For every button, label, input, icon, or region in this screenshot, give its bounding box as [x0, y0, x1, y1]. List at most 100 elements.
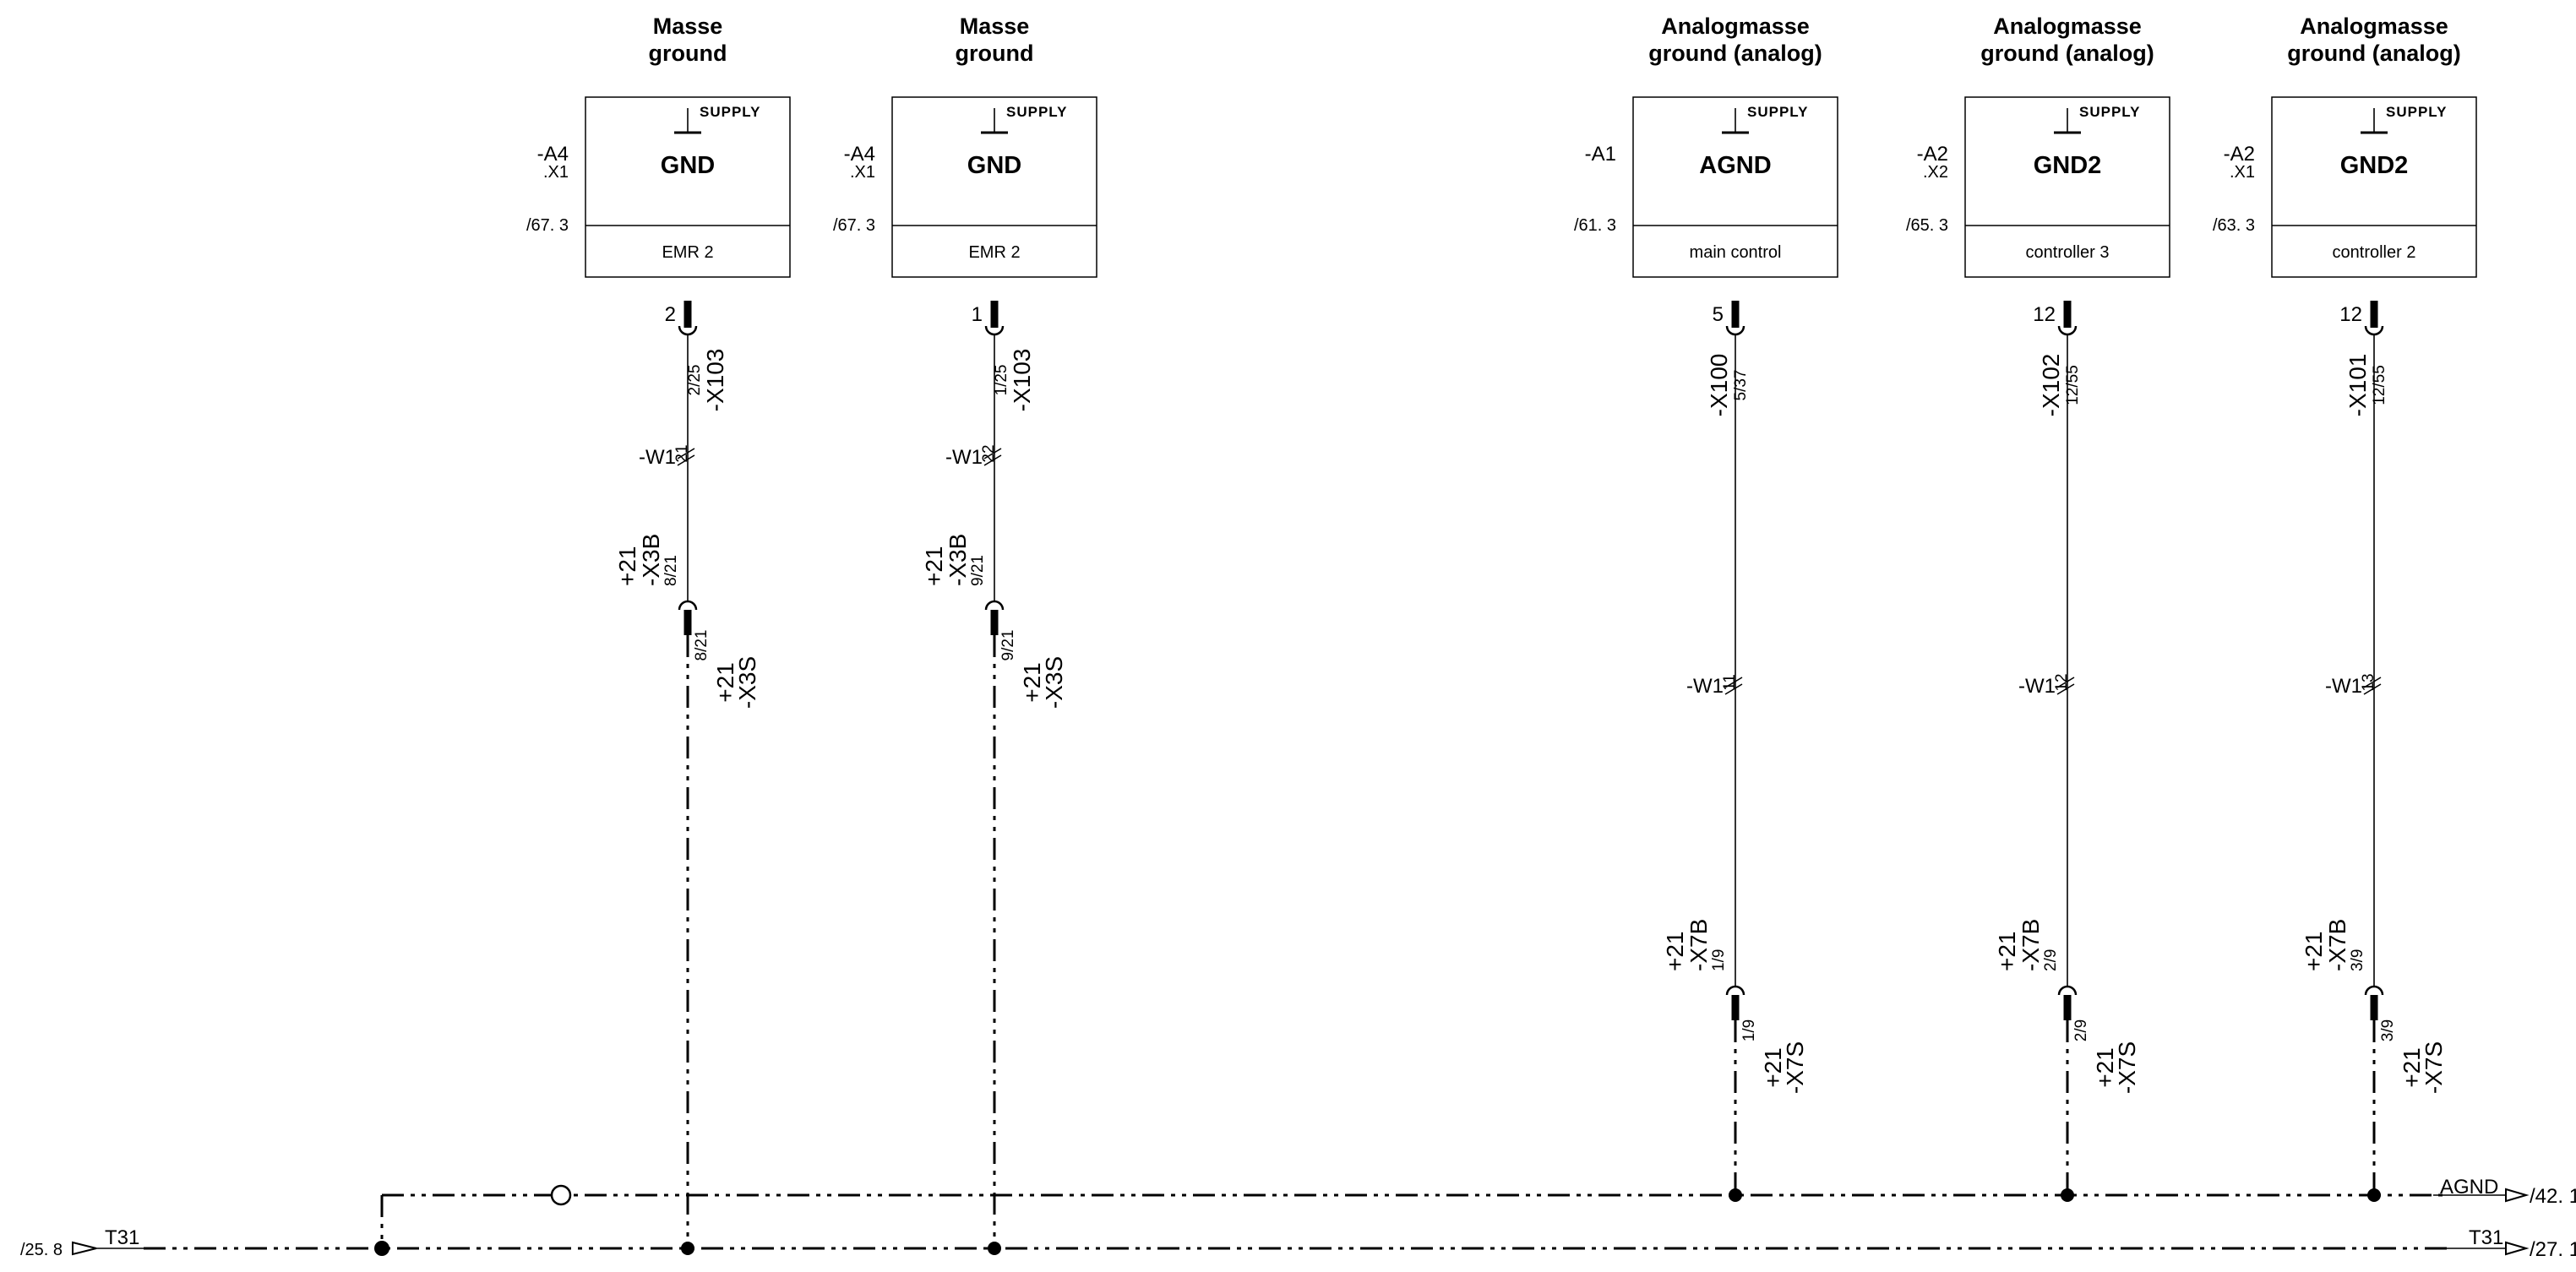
plug-mid-pin: 8/21: [662, 555, 680, 586]
connector-top-name: -X102: [2038, 354, 2064, 417]
plug-low-device: -X3S: [1041, 656, 1067, 709]
connector-top-pin: 12/55: [2371, 365, 2388, 405]
supply-label: SUPPLY: [700, 104, 760, 120]
component-box[interactable]: [1632, 96, 1838, 278]
agnd-out-arrow: [2505, 1188, 2530, 1203]
cable-mark-2: [677, 454, 695, 466]
t31-out-page-ref: /27. 1: [2530, 1238, 2576, 1261]
page-ref: /63. 3: [2213, 216, 2255, 235]
plug-mid-pin: 3/9: [2349, 949, 2366, 971]
device-ref: -A4: [537, 143, 569, 166]
cable-name: -W1: [945, 446, 983, 469]
plug-terminal: [984, 600, 1005, 611]
cable-core-label: 22: [980, 444, 998, 462]
page-ref: /61. 3: [1574, 216, 1616, 235]
plug-low-device: -X7S: [2114, 1041, 2140, 1094]
plug-low-label: 9/21+21-X3S: [999, 630, 1067, 709]
junction-dot-t31-agnd: [374, 1241, 389, 1256]
component-header-en: ground (analog): [2287, 41, 2460, 66]
cable-mark-1: [983, 448, 1002, 459]
component-header-en: ground: [956, 41, 1034, 66]
plug-mid-location: +21: [1994, 932, 2020, 972]
component-name: GND: [661, 152, 715, 179]
plug-low-pin: 3/9: [2379, 1019, 2397, 1041]
plug-terminal: [2364, 985, 2384, 996]
cable-mark-1: [2056, 677, 2075, 688]
plug-mid-label: 1/9-X7B+21: [1662, 919, 1728, 971]
cable-name: -W1: [2325, 675, 2362, 698]
plug-low-pin: 9/21: [999, 630, 1017, 661]
supply-label: SUPPLY: [2386, 104, 2447, 120]
component-header-en: ground (analog): [1648, 41, 1822, 66]
cable-mark-2: [1724, 683, 1743, 695]
plug-low-device: -X7S: [2421, 1041, 2447, 1094]
page-ref: /67. 3: [833, 216, 875, 235]
connector-top-name: -X103: [702, 349, 728, 412]
connector-top-name: -X103: [1009, 349, 1035, 412]
device-ref-sub: .X1: [850, 163, 875, 182]
connector-top-name: -X100: [1706, 354, 1732, 417]
plug-mid-pin: 1/9: [1710, 949, 1728, 971]
cable-core: 11: [1721, 674, 1739, 691]
component-box[interactable]: [585, 96, 791, 278]
component-box[interactable]: [891, 96, 1097, 278]
plug-mid-device: -X3B: [945, 534, 971, 586]
plug-low-location: +21: [1760, 1047, 1786, 1088]
component-name: GND2: [2340, 152, 2409, 179]
connector-top-label: 1/25-X103: [993, 349, 1035, 412]
component-header-de: Analogmasse: [1661, 14, 1810, 39]
plug-low-device: -X7S: [1782, 1041, 1808, 1094]
cable-core-label: 21: [673, 444, 691, 462]
cable-core: 12: [2053, 673, 2071, 691]
plug-mid-label: 3/9-X7B+21: [2301, 919, 2366, 971]
supply-label: SUPPLY: [1006, 104, 1067, 120]
connector-top-label: -X102 12/55: [2038, 354, 2082, 417]
agnd-bus-label: AGND: [2440, 1176, 2498, 1199]
plug-low-location: +21: [2092, 1047, 2118, 1088]
ground-buses: AGND /42. 1 /25. 8 T31 T31 /27. 1: [20, 1176, 2576, 1261]
device-ref: -A2: [2224, 143, 2255, 166]
component-header-de: Masse: [960, 14, 1030, 39]
component-box[interactable]: [1964, 96, 2170, 278]
component-footer: controller 3: [2026, 243, 2110, 262]
connector-top-pin: 12/55: [2064, 365, 2082, 405]
pin-number: 12: [2033, 303, 2056, 326]
connector-top-label: -X100 5/37: [1706, 354, 1750, 417]
cable-core-label: 13: [2360, 673, 2377, 691]
plug-mid-device: -X7B: [1686, 919, 1712, 971]
component-box[interactable]: [2271, 96, 2477, 278]
component-name: GND2: [2034, 152, 2102, 179]
page-ref: /65. 3: [1906, 216, 1948, 235]
component-footer: controller 2: [2333, 243, 2416, 262]
component-footer: EMR 2: [662, 243, 713, 262]
plug-low-label: 1/9+21-X7S: [1740, 1019, 1808, 1094]
device-ref: -A4: [844, 143, 875, 166]
device-ref: -A1: [1585, 143, 1616, 166]
device-ref: -A2: [1917, 143, 1948, 166]
plug-mid-location: +21: [2301, 932, 2327, 972]
plug-mid-device: -X7B: [2018, 919, 2044, 971]
t31-in-arrow: [72, 1241, 97, 1256]
t31-out-arrow: [2505, 1241, 2530, 1256]
plug-low-label: 3/9+21-X7S: [2379, 1019, 2447, 1094]
junction-dot: [1729, 1188, 1742, 1202]
plug-terminal: [2057, 985, 2078, 996]
plug-mid-label: 9/21-X3B+21: [921, 534, 987, 586]
plug-mid-location: +21: [921, 546, 947, 587]
cable-mark-2: [2363, 683, 2382, 695]
connector-top-label: -X101 12/55: [2345, 354, 2388, 417]
plug-terminal: [678, 600, 698, 611]
plug-mid-pin: 9/21: [969, 555, 987, 586]
cable-mark-2: [2056, 683, 2075, 695]
plug-mid-location: +21: [614, 546, 640, 587]
supply-label: SUPPLY: [2079, 104, 2140, 120]
plug-mid-device: -X7B: [2324, 919, 2350, 971]
device-ref-sub: .X2: [1923, 163, 1948, 182]
plug-mid-location: +21: [1662, 932, 1688, 972]
connector-top-pin: 1/25: [993, 365, 1010, 396]
supply-label: SUPPLY: [1747, 104, 1808, 120]
